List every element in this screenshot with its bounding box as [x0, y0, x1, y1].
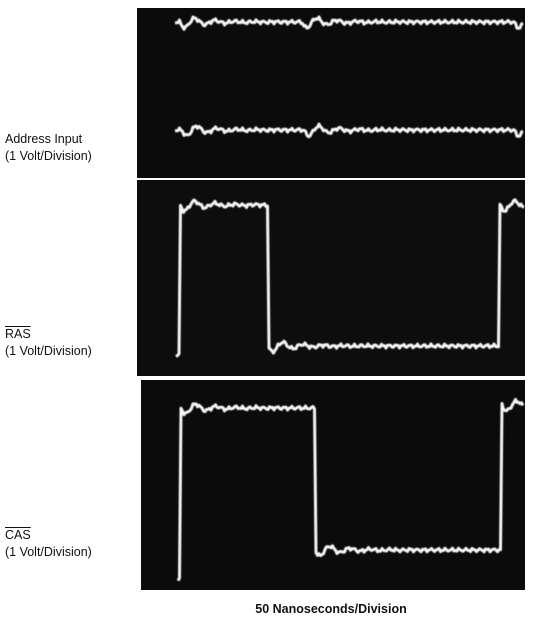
ras-trace: [175, 198, 525, 358]
label-scale: (1 Volt/Division): [5, 149, 92, 163]
address-trace-top: [175, 15, 524, 31]
label-title: RAS: [5, 327, 31, 341]
address-label: Address Input (1 Volt/Division): [5, 131, 92, 165]
panel-ras: [137, 180, 525, 376]
cas-trace: [176, 398, 525, 582]
label-scale: (1 Volt/Division): [5, 545, 92, 559]
oscilloscope-panels: [137, 8, 525, 590]
cas-label: CAS (1 Volt/Division): [5, 527, 92, 561]
label-title: Address Input: [5, 132, 83, 146]
traces: [175, 15, 525, 582]
ras-label: RAS (1 Volt/Division): [5, 326, 92, 360]
caption: 50 Nanoseconds/Division: [255, 602, 407, 616]
panel-address: [137, 8, 525, 178]
label-title: CAS: [5, 528, 31, 542]
label-scale: (1 Volt/Division): [5, 344, 92, 358]
panel-cas: [141, 380, 525, 590]
address-trace-bottom: [175, 122, 524, 139]
